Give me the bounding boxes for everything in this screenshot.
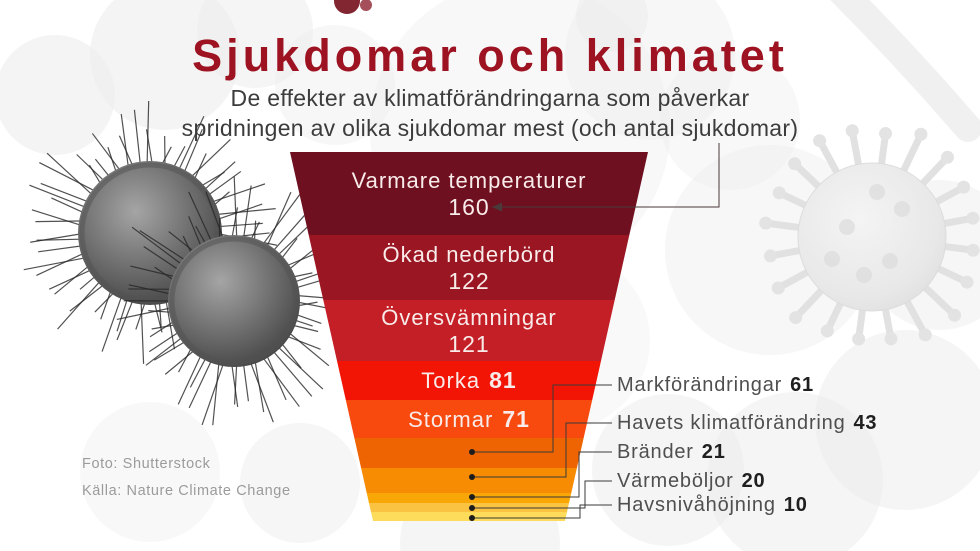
callout-varmeboljor: Värmeböljor 20: [617, 469, 765, 493]
funnel-segment-7: [366, 493, 572, 503]
segment-label: Varmare temperaturer: [351, 167, 587, 193]
callout-havets-klimatforandring: Havets klimatförändring 43: [617, 411, 877, 435]
funnel-segment-4: [345, 400, 593, 438]
leader-line: [472, 384, 612, 453]
segment-value: 71: [502, 405, 530, 432]
funnel-segment-9: [371, 512, 567, 521]
callout-value: 61: [790, 373, 814, 396]
callout-markforandringar: Markförändringar 61: [617, 373, 814, 397]
callout-dot: [469, 505, 475, 511]
virus-illustration: [759, 124, 980, 346]
funnel-label-torka: Torka 81: [289, 361, 649, 400]
page-subtitle: De effekter av klimatförändringarna som …: [0, 83, 980, 143]
segment-label: Stormar: [408, 406, 494, 432]
callout-value: 43: [853, 411, 878, 434]
callout-label: Havets klimatförändring: [617, 411, 846, 434]
funnel-segment-5: [354, 438, 584, 468]
callout-value: 10: [783, 493, 808, 516]
callout-havsnivahojning: Havsnivåhöjning 10: [617, 493, 808, 517]
faint-cell-blob: [707, 392, 883, 551]
funnel-segment-6: [361, 468, 577, 493]
callout-dot: [469, 515, 475, 521]
faint-cell-blob: [576, 0, 648, 52]
source-credit: Källa: Nature Climate Change: [82, 483, 291, 499]
segment-value: 121: [448, 330, 490, 357]
segment-value: 122: [448, 267, 490, 294]
faint-cell-blob: [0, 35, 115, 155]
faint-cell-blob: [197, 0, 313, 88]
funnel-segment-8: [368, 503, 570, 512]
value-160-leader-line: [492, 143, 720, 208]
faint-cell-blob: [660, 50, 800, 190]
spiky-bacterium: [116, 176, 358, 426]
hypha-tube: [830, 0, 980, 142]
segment-label: Ökad nederbörd: [382, 241, 556, 267]
callout-dot: [469, 449, 475, 455]
callout-label: Havsnivåhöjning: [617, 493, 776, 516]
funnel-label-stormar: Stormar 71: [289, 400, 649, 438]
red-microbe-blob: [360, 0, 372, 11]
funnel-label-varmare-temperaturer: Varmare temperaturer 160: [289, 152, 649, 235]
callout-brander: Bränder 21: [617, 440, 726, 464]
funnel-segment-0: [290, 152, 648, 235]
faint-cell-blob: [592, 394, 744, 546]
subtitle-line-2: spridningen av olika sjukdomar mest (och…: [181, 115, 799, 141]
leader-line: [472, 422, 612, 478]
callout-label: Värmeböljor: [617, 469, 734, 492]
segment-label: Torka: [421, 368, 481, 393]
callout-dot: [469, 494, 475, 500]
callout-value: 20: [741, 469, 766, 492]
page-title: Sjukdomar och klimatet: [192, 30, 788, 81]
leader-line: [472, 504, 612, 519]
faint-cell-blob: [80, 402, 220, 542]
red-microbe-blob: [334, 0, 360, 14]
segment-value: 160: [448, 193, 490, 220]
funnel-label-okad-nederbord: Ökad nederbörd 122: [289, 235, 649, 300]
segment-label: Översvämningar: [381, 304, 557, 330]
subtitle-line-1: De effekter av klimatförändringarna som …: [230, 85, 750, 111]
funnel-segment-3: [337, 361, 601, 400]
funnel-segment-1: [308, 235, 630, 300]
callout-value: 21: [701, 440, 726, 463]
photo-credit: Foto: Shutterstock: [82, 456, 211, 472]
leader-line: [472, 480, 612, 509]
faint-cell-blob: [275, 25, 395, 145]
leader-line: [472, 451, 612, 498]
callout-label: Bränder: [617, 440, 694, 463]
leader-arrowhead-icon: [492, 202, 502, 212]
callout-dot: [469, 474, 475, 480]
faint-cell-blob: [240, 423, 360, 543]
segment-value: 81: [489, 367, 517, 393]
funnel-label-oversvamningar: Översvämningar 121: [289, 300, 649, 361]
callout-label: Markförändringar: [617, 373, 783, 396]
funnel-segment-2: [323, 300, 615, 361]
